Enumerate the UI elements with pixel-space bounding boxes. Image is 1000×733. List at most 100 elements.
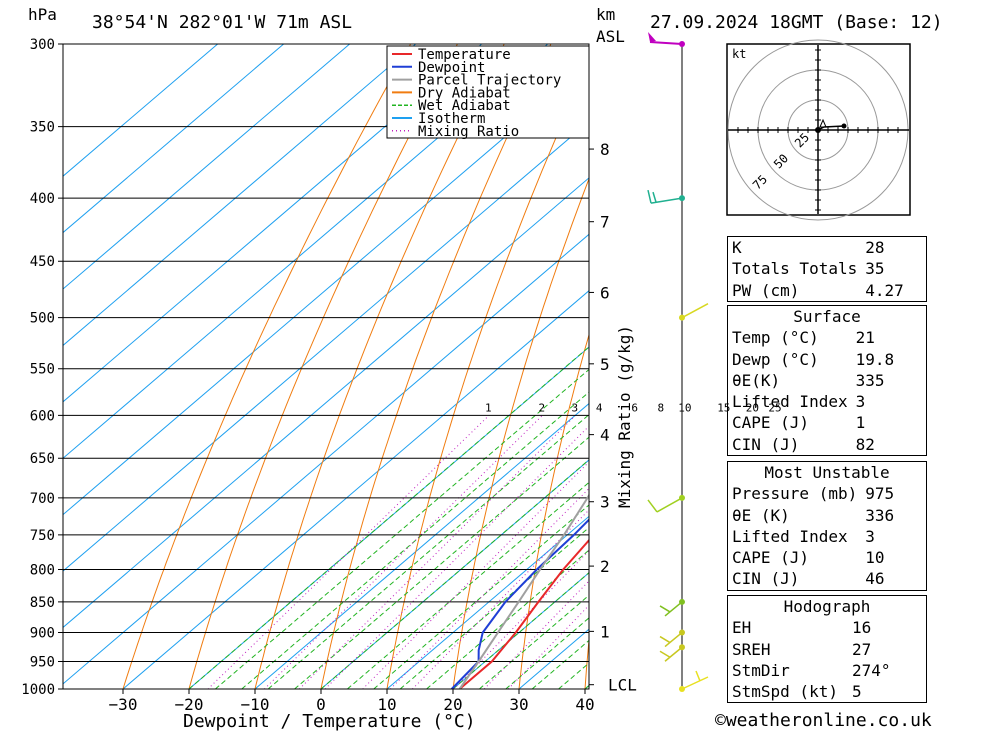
isotherm-line [63, 44, 218, 177]
index-row: Lifted Index 3 [728, 526, 927, 547]
pressure-tick-label: 850 [30, 595, 55, 611]
mixing-ratio-label: 1 [485, 401, 492, 414]
km-tick-label: 1 [600, 622, 610, 641]
pressure-tick-label: 350 [30, 120, 55, 136]
hodograph-unit: kt [732, 47, 746, 61]
wind-barb-feather [695, 670, 701, 682]
wind-barb-feather [659, 650, 671, 658]
index-row: θE(K) 335 [728, 370, 927, 391]
wind-barb-feather [652, 191, 657, 203]
index-label: PW (cm) [732, 280, 800, 300]
isobar-lines [58, 43, 589, 690]
x-tick-label: −10 [241, 695, 270, 714]
wind-barb [650, 197, 683, 204]
index-value: 82 [855, 434, 875, 454]
indices-surface: Surface Temp (°C) 21 Dewp (°C) 19.8 θE(K) 335 L… [727, 303, 927, 457]
index-row: StmSpd (kt) 5 [728, 681, 927, 703]
mixing-ratio-line [412, 509, 589, 689]
pressure-tick-label: 300 [30, 37, 55, 53]
km-tick-label: 3 [600, 493, 610, 512]
index-value: 28 [865, 238, 885, 257]
x-tick-label: −30 [109, 695, 138, 714]
index-value: 10 [865, 548, 885, 568]
km-tick-label: 2 [600, 557, 610, 576]
index-value: 3 [855, 392, 866, 412]
pressure-tick-label: 750 [30, 528, 55, 544]
wind-barb [656, 497, 683, 513]
isotherm-line [63, 44, 548, 459]
index-value: 35 [865, 259, 885, 279]
km-tick-label: 5 [600, 355, 610, 374]
hodograph-point [841, 123, 847, 129]
index-value: 16 [852, 618, 872, 638]
index-label: Pressure (mb) [732, 484, 858, 504]
isotherm-line [452, 572, 589, 689]
index-label: K [732, 238, 742, 257]
km-tick-label: 4 [600, 426, 610, 445]
index-label: Lifted Index [732, 392, 848, 412]
index-label: Totals Totals [732, 259, 858, 279]
index-row: SREH 27 [728, 639, 927, 660]
index-row: Dewp (°C) 19.8 [728, 349, 927, 370]
isotherm-line [63, 44, 482, 403]
index-label: CAPE (J) [732, 548, 810, 568]
pressure-tick-label: 900 [30, 626, 55, 642]
index-value: 274° [852, 660, 891, 680]
index-label: CAPE (J) [732, 413, 810, 433]
pressure-tick-label: 700 [30, 491, 55, 507]
legend-label: Mixing Ratio [418, 124, 519, 140]
wind-barb-feather [647, 499, 658, 513]
hodograph-point [815, 127, 821, 133]
datetime-title: 27.09.2024 18GMT (Base: 12) [650, 12, 943, 33]
index-value: 27 [852, 639, 872, 659]
pressure-tick-label: 650 [30, 451, 55, 467]
x-tick-label: 10 [377, 695, 396, 714]
mixing-ratio-label: 4 [596, 401, 603, 414]
index-value: 4.27 [865, 280, 904, 300]
x-tick-label: 0 [316, 695, 326, 714]
mixing-ratio-line [298, 414, 576, 689]
index-label: CIN (J) [732, 569, 800, 589]
mixing-ratio-label: 10 [678, 401, 691, 414]
indices-most-unstable: Most Unstable Pressure (mb) 975 θE (K) 336 Li… [727, 459, 927, 591]
legend-label: Isotherm [418, 111, 485, 127]
dry-adiabat-line [966, 44, 1000, 689]
wind-barb [664, 646, 683, 662]
wind-barb-feather [647, 189, 652, 204]
x-tick-label: −20 [175, 695, 204, 714]
index-value: 3 [865, 526, 875, 546]
mixing-ratio-line [207, 414, 490, 689]
mixing-ratio-label: 6 [631, 401, 638, 414]
km-tick-label: 8 [600, 140, 610, 159]
index-row: CAPE (J) 1 [728, 412, 927, 433]
indices-general: K 28 Totals Totals 35 PW (cm) 4.27 [727, 234, 927, 302]
legend-label: Dewpoint [418, 60, 485, 76]
index-section-title: Surface [793, 307, 861, 326]
mixing-ratio-label: 2 [538, 401, 545, 414]
pressure-tick-label: 600 [30, 408, 55, 424]
indices-hodograph: Hodograph EH 16 SREH 27 StmDir 274° StmSpd (kt)… [727, 593, 927, 704]
x-tick-label: 30 [509, 695, 528, 714]
index-row: StmDir 274° [728, 660, 927, 681]
pressure-tick-label: 500 [30, 311, 55, 327]
index-row: Lifted Index 3 [728, 391, 927, 412]
wind-barb [681, 676, 709, 690]
index-row: CIN (J) 46 [728, 568, 927, 590]
isotherm-line [122, 290, 589, 689]
wind-barb-feather [659, 605, 671, 613]
isotherm-line [254, 402, 589, 689]
mixing-ratio-line [324, 425, 589, 689]
isotherm-line [63, 120, 589, 572]
dry-adiabat-line [254, 44, 505, 689]
wind-barb [664, 601, 683, 617]
x-tick-label: 20 [443, 695, 462, 714]
km-tick-label: 7 [600, 213, 610, 232]
index-label: θE(K) [732, 370, 781, 390]
pressure-tick-label: 550 [30, 362, 55, 378]
pressure-tick-label: 450 [30, 254, 55, 270]
pressure-tick-label: 800 [30, 562, 55, 578]
location-title: 38°54'N 282°01'W 71m ASL [92, 12, 352, 33]
index-row: K 28 [728, 237, 927, 259]
